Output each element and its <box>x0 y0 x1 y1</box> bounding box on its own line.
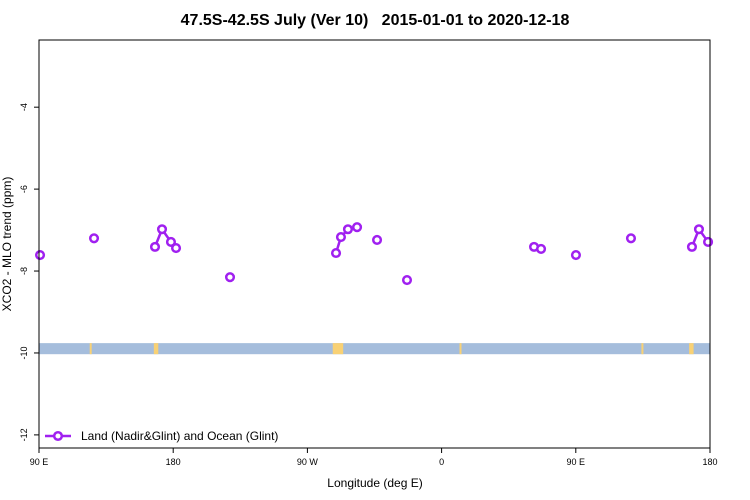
plot-area <box>34 222 714 355</box>
x-tick-label: 90 E <box>30 457 49 467</box>
data-point <box>156 224 168 235</box>
band <box>39 343 710 355</box>
data-point <box>536 243 547 254</box>
x-axis-label: Longitude (deg E) <box>327 476 422 490</box>
data-point <box>34 250 46 261</box>
data-point <box>170 243 182 254</box>
y-tick-label: -10 <box>19 346 29 359</box>
y-tick-label: -4 <box>19 103 29 111</box>
data-point <box>686 241 698 252</box>
chart-title: 47.5S-42.5S July (Ver 10) 2015-01-01 to … <box>181 12 570 29</box>
data-point <box>352 222 363 233</box>
data-point <box>703 236 714 248</box>
plot-frame <box>38 39 711 449</box>
data-point <box>371 234 383 245</box>
y-tick-label: -12 <box>19 428 29 441</box>
data-point <box>330 247 342 259</box>
x-tick-label: 0 <box>439 457 444 467</box>
series-line <box>153 225 710 254</box>
band-highlight <box>459 343 462 355</box>
legend-label: Land (Nadir&Glint) and Ocean (Glint) <box>81 429 278 443</box>
data-point <box>224 272 236 283</box>
y-tick-label: -6 <box>19 185 29 193</box>
data-point <box>401 274 413 286</box>
data-point <box>165 236 177 248</box>
data-point <box>88 233 100 244</box>
data-point <box>342 224 354 235</box>
legend-marker <box>52 430 64 442</box>
x-tick-label: 180 <box>166 457 181 467</box>
band-highlight <box>641 343 644 355</box>
data-point <box>693 224 705 235</box>
band-highlight <box>89 343 92 355</box>
x-tick-label: 180 <box>702 457 717 467</box>
x-tick-label: 90 E <box>567 457 586 467</box>
data-point <box>570 250 581 261</box>
y-tick-label: -8 <box>19 267 29 275</box>
band-highlight <box>332 343 344 355</box>
y-axis-label: XCO2 - MLO trend (ppm) <box>0 177 14 312</box>
x-tick-label: 90 W <box>297 457 319 467</box>
band-highlight <box>689 343 694 355</box>
data-point <box>625 233 637 244</box>
data-point <box>335 231 347 243</box>
data-point <box>149 241 161 252</box>
band-highlight <box>153 343 159 355</box>
